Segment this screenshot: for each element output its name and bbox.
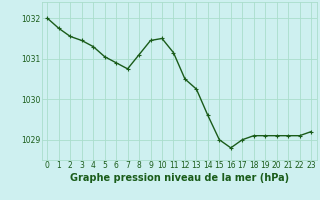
X-axis label: Graphe pression niveau de la mer (hPa): Graphe pression niveau de la mer (hPa) [70, 173, 289, 183]
